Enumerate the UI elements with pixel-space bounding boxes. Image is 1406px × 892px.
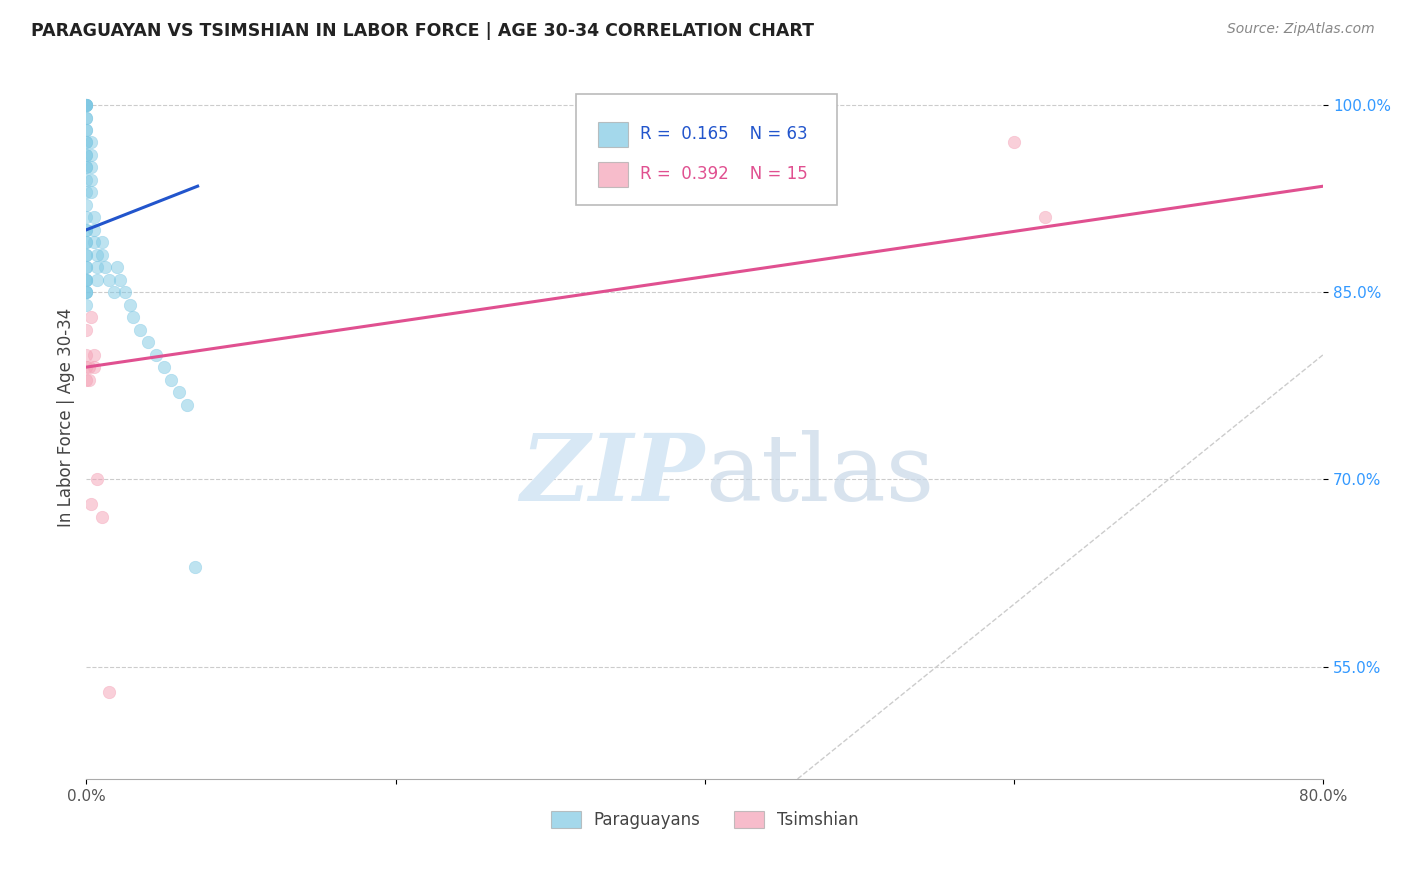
Point xyxy=(75,223,97,237)
Point xyxy=(75,123,97,137)
Point xyxy=(121,310,143,325)
Point xyxy=(75,285,97,300)
Point xyxy=(75,285,97,300)
Point xyxy=(75,136,97,150)
Point xyxy=(145,348,167,362)
Point xyxy=(75,348,97,362)
Point xyxy=(75,223,97,237)
Point xyxy=(75,273,97,287)
Point xyxy=(75,248,97,262)
Point xyxy=(75,260,97,275)
Point xyxy=(75,186,97,200)
Point xyxy=(75,98,97,112)
Point xyxy=(75,161,97,175)
Point xyxy=(103,285,125,300)
Point xyxy=(118,298,141,312)
Point xyxy=(183,559,205,574)
Point xyxy=(75,98,97,112)
Point xyxy=(83,235,105,250)
Point xyxy=(105,260,128,275)
Legend: Paraguayans, Tsimshian: Paraguayans, Tsimshian xyxy=(544,805,866,836)
Point xyxy=(98,273,121,287)
Point xyxy=(80,136,103,150)
Point xyxy=(80,310,103,325)
Point xyxy=(75,98,97,112)
Point xyxy=(129,323,152,337)
Point xyxy=(79,373,101,387)
Point xyxy=(75,98,97,112)
Point xyxy=(167,385,190,400)
Text: R =  0.165    N = 63: R = 0.165 N = 63 xyxy=(640,125,807,143)
Point xyxy=(75,323,97,337)
Point xyxy=(75,111,97,125)
Point xyxy=(75,260,97,275)
Point xyxy=(75,298,97,312)
Point xyxy=(75,211,97,225)
Point xyxy=(94,260,117,275)
Point xyxy=(1002,136,1025,150)
Text: ZIP: ZIP xyxy=(520,430,704,520)
Point xyxy=(80,497,103,511)
Point xyxy=(75,273,97,287)
Point xyxy=(136,335,159,350)
Text: PARAGUAYAN VS TSIMSHIAN IN LABOR FORCE | AGE 30-34 CORRELATION CHART: PARAGUAYAN VS TSIMSHIAN IN LABOR FORCE |… xyxy=(31,22,814,40)
Point xyxy=(83,360,105,375)
Point xyxy=(152,360,174,375)
Point xyxy=(83,211,105,225)
Point xyxy=(80,161,103,175)
Point xyxy=(75,123,97,137)
Point xyxy=(75,111,97,125)
Point xyxy=(75,173,97,187)
Point xyxy=(98,684,121,698)
Text: atlas: atlas xyxy=(704,430,934,520)
Point xyxy=(79,360,101,375)
Point xyxy=(86,273,108,287)
Point xyxy=(90,248,112,262)
Point xyxy=(80,173,103,187)
Point xyxy=(86,260,108,275)
Point xyxy=(176,398,198,412)
Point xyxy=(75,248,97,262)
Point xyxy=(75,235,97,250)
Text: R =  0.392    N = 15: R = 0.392 N = 15 xyxy=(640,165,807,183)
Point xyxy=(75,373,97,387)
Point xyxy=(75,148,97,162)
Point xyxy=(1033,211,1056,225)
Point xyxy=(75,273,97,287)
Y-axis label: In Labor Force | Age 30-34: In Labor Force | Age 30-34 xyxy=(58,308,75,526)
Point xyxy=(75,148,97,162)
Point xyxy=(160,373,183,387)
Point xyxy=(86,248,108,262)
Point xyxy=(80,148,103,162)
Point xyxy=(110,273,132,287)
Point xyxy=(75,235,97,250)
Point xyxy=(83,223,105,237)
Point xyxy=(75,198,97,212)
Point xyxy=(86,472,108,486)
Point xyxy=(80,186,103,200)
Point xyxy=(83,348,105,362)
Point xyxy=(90,235,112,250)
Point xyxy=(90,509,112,524)
Point xyxy=(75,136,97,150)
Point xyxy=(75,98,97,112)
Point xyxy=(114,285,136,300)
Text: Source: ZipAtlas.com: Source: ZipAtlas.com xyxy=(1227,22,1375,37)
Point xyxy=(75,360,97,375)
Point xyxy=(75,285,97,300)
Point xyxy=(75,161,97,175)
